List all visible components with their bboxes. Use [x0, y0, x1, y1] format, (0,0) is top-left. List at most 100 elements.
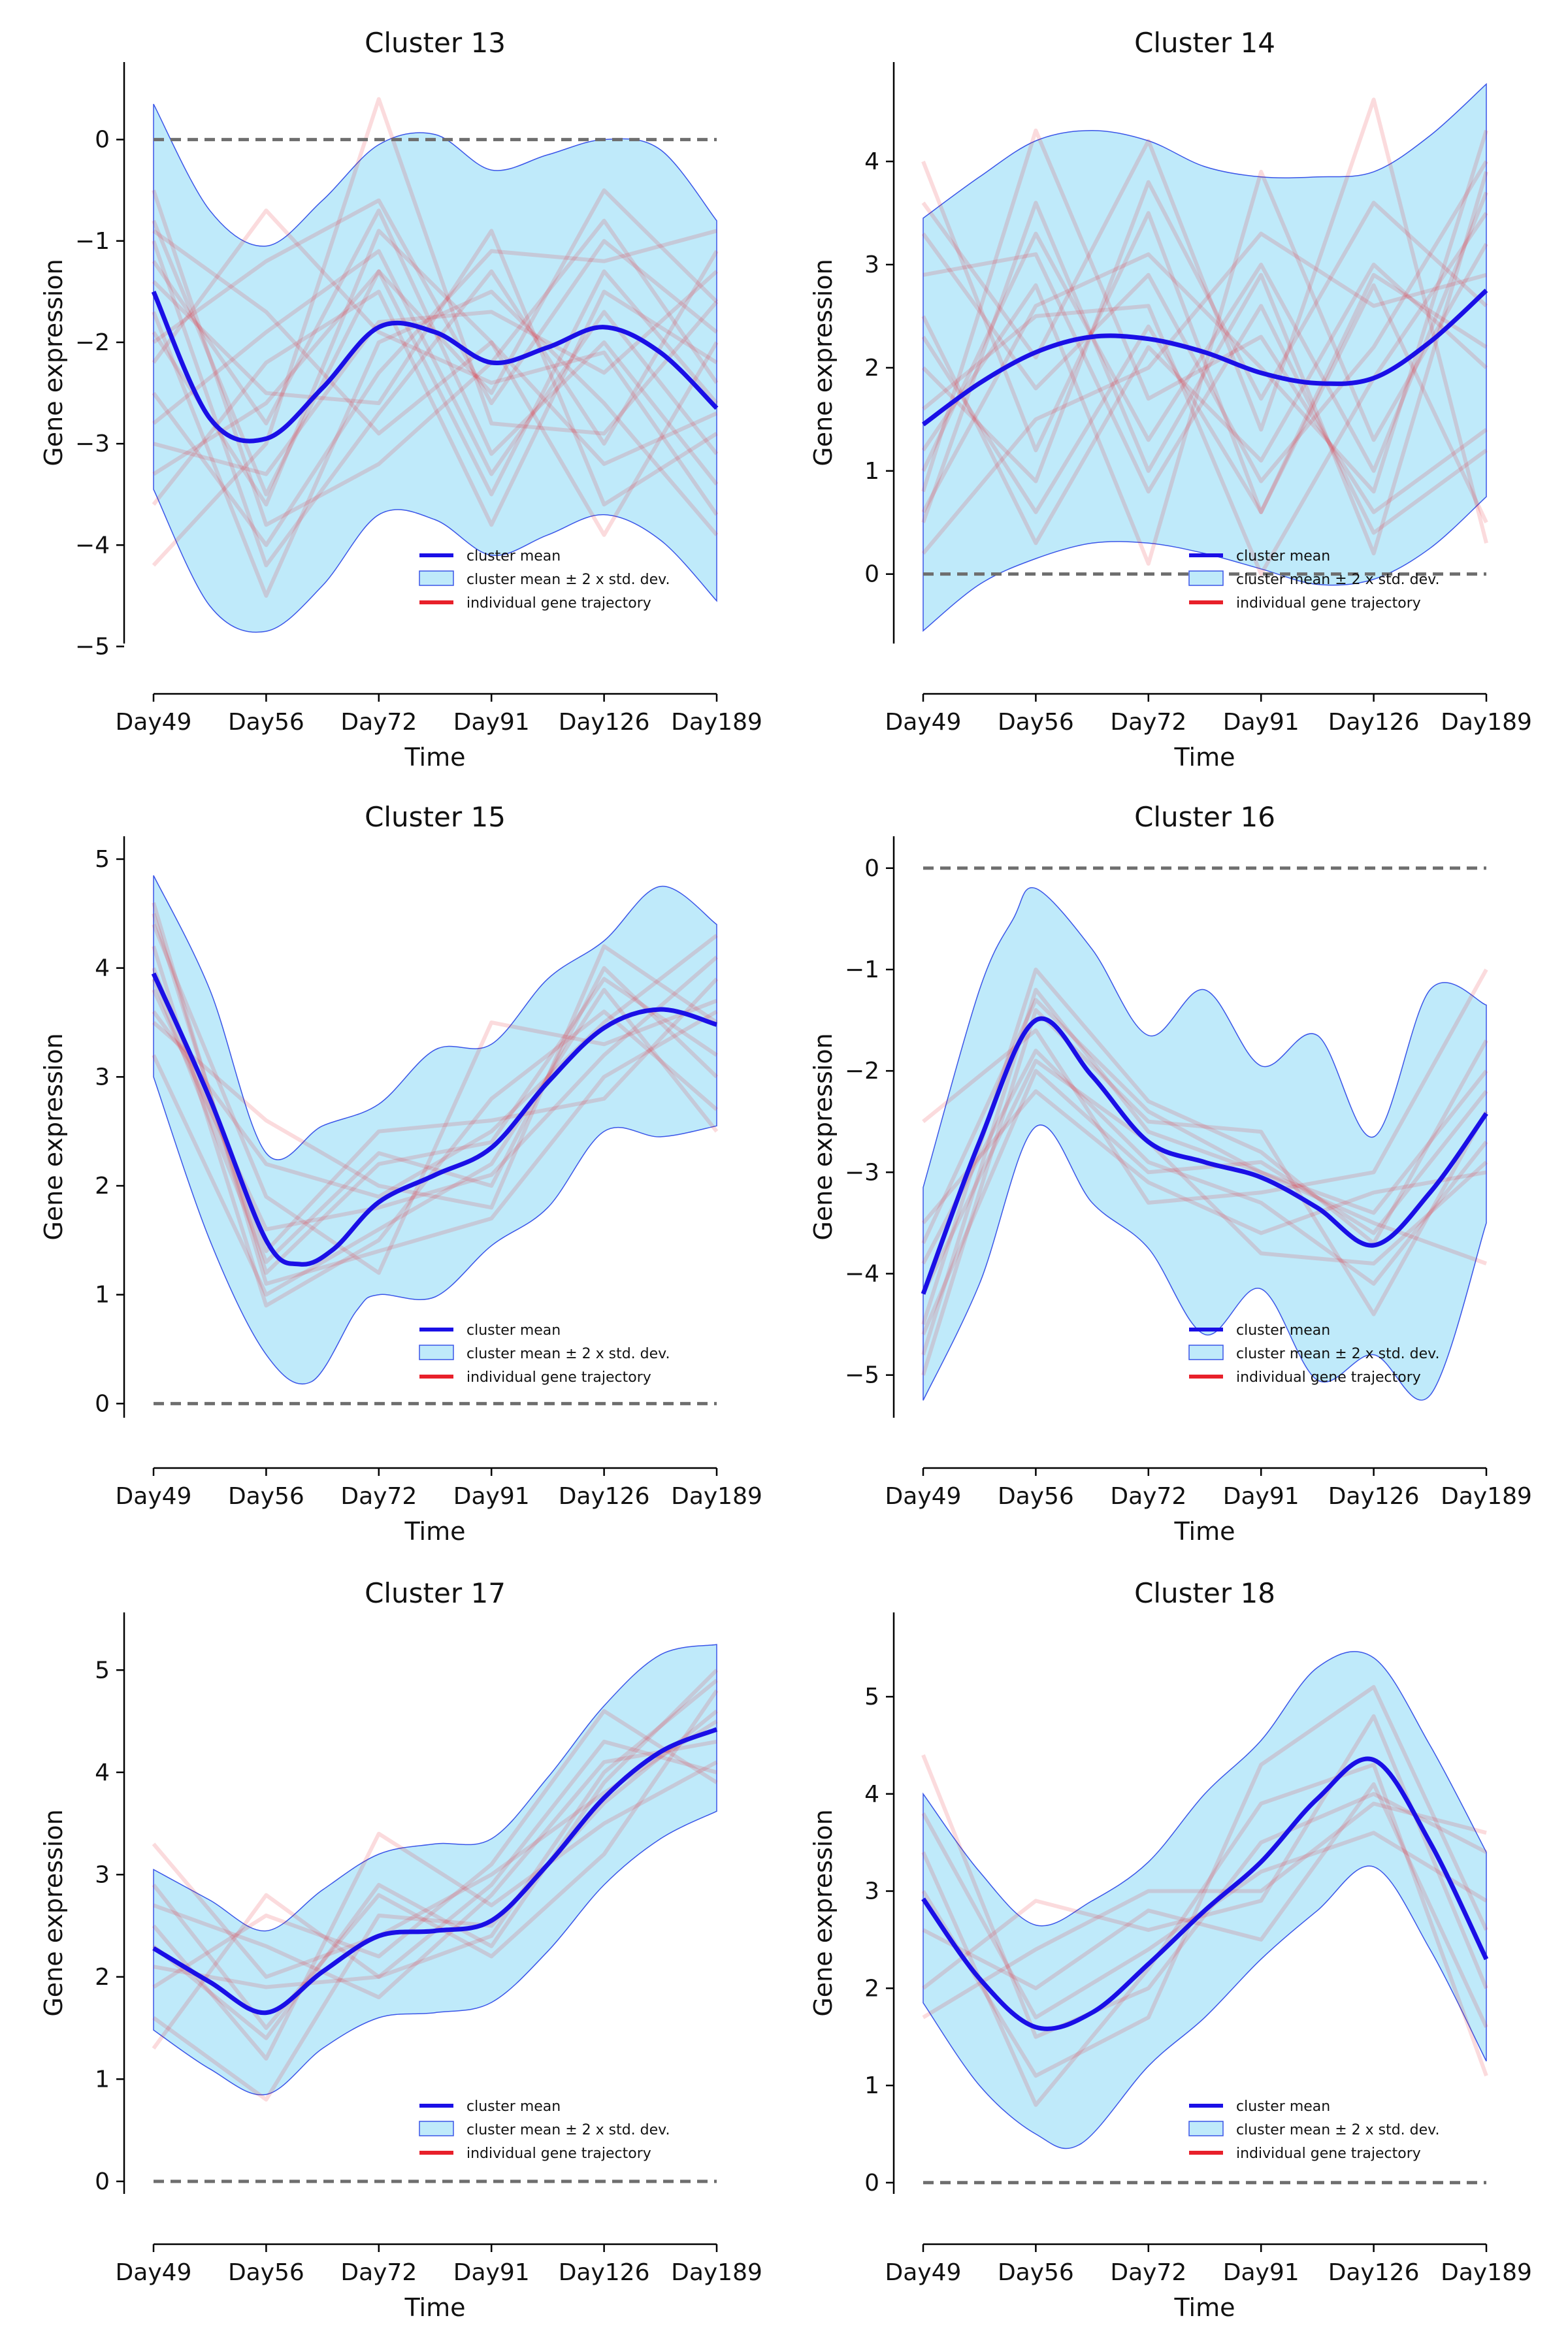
- gene-trajectory: [152, 913, 718, 1275]
- x-axis-label: Time: [1174, 743, 1235, 772]
- gene-trajectory: [921, 161, 1488, 523]
- x-tick-label: Day49: [116, 1483, 192, 1510]
- gene-trajectory: [152, 229, 718, 507]
- gene-trajectory: [921, 968, 1488, 1326]
- y-tick-label: 3: [95, 1064, 110, 1090]
- x-tick-label: Day189: [671, 1483, 762, 1510]
- gene-trajectory: [921, 1069, 1488, 1335]
- chart-title: Cluster 14: [1134, 27, 1275, 59]
- gene-trajectory: [152, 249, 719, 476]
- x-tick-label: Day189: [1441, 2259, 1532, 2286]
- y-tick-label: 5: [864, 1684, 879, 1710]
- y-axis-label: Gene expression: [39, 1033, 68, 1240]
- legend: cluster mean cluster mean ± 2 x std. dev.…: [1188, 2099, 1439, 2162]
- gene-trajectory: [152, 1760, 718, 2061]
- x-tick-label: Day56: [228, 1483, 304, 1510]
- x-tick-label: Day189: [1441, 1483, 1532, 1510]
- y-axis-label: Gene expression: [809, 1809, 838, 2016]
- gene-trajectory: [152, 934, 718, 1199]
- gene-trajectory: [152, 923, 718, 1275]
- gene-trajectory: [152, 955, 718, 1232]
- cluster-mean-line: [921, 1756, 1489, 2031]
- legend-band-swatch: [419, 2121, 454, 2136]
- x-tick-label: Day126: [1328, 1483, 1420, 1510]
- x-axis-label: Time: [1174, 2293, 1235, 2322]
- gene-trajectory: [153, 270, 719, 476]
- gene-trajectory: [152, 240, 719, 568]
- gene-trajectory: [152, 189, 719, 527]
- y-tick-label: −5: [845, 1362, 879, 1389]
- chart-panel-2: 0 1 2 3 4 Day49 Day56 Day72 Day91 Day126 Day189 Clu…: [809, 27, 1532, 772]
- gene-trajectory: [152, 198, 718, 406]
- legend-band-swatch: [419, 570, 454, 586]
- x-tick-label: Day189: [1441, 709, 1532, 736]
- x-tick-label: Day49: [116, 2259, 192, 2286]
- gene-trajectory: [921, 1763, 1488, 2107]
- gene-trajectory: [921, 231, 1487, 555]
- gene-trajectory: [152, 1669, 719, 2040]
- gene-trajectory: [921, 97, 1488, 544]
- y-tick-label: 2: [95, 1964, 110, 1991]
- x-tick-label: Day56: [228, 2259, 304, 2286]
- gene-trajectory: [152, 289, 719, 598]
- x-tick-label: Day49: [885, 2259, 962, 2286]
- legend-gene-label: individual gene trajectory: [1236, 595, 1421, 612]
- y-axis-label: Gene expression: [39, 259, 68, 466]
- legend: cluster mean cluster mean ± 2 x std. dev.…: [419, 548, 670, 612]
- gene-trajectory: [152, 289, 718, 527]
- x-tick-label: Day91: [1223, 1483, 1299, 1510]
- x-tick-label: Day91: [453, 2259, 530, 2286]
- chart-panel-6: 0 1 2 3 4 5 Day49 Day56 Day72 Day91 Day126 Day189 Cl…: [809, 1577, 1532, 2322]
- chart-title: Cluster 13: [365, 27, 506, 59]
- y-tick-label: 1: [95, 2066, 110, 2093]
- chart-title: Cluster 15: [365, 801, 506, 833]
- std-band: [923, 1651, 1487, 2149]
- std-band: [153, 103, 717, 633]
- gene-trajectory: [921, 128, 1488, 514]
- gene-trajectory: [921, 1049, 1488, 1286]
- gene-trajectory: [921, 998, 1488, 1266]
- chart-panel-3: 0 1 2 3 4 5 Day49 Day56 Day72 Day91 Day126 Day189 Cl…: [39, 801, 762, 1546]
- x-tick-label: Day126: [1328, 709, 1420, 736]
- legend-band-label: cluster mean ± 2 x std. dev.: [1236, 1346, 1439, 1362]
- legend: cluster mean cluster mean ± 2 x std. dev.…: [419, 2099, 670, 2162]
- x-tick-label: Day91: [1223, 2259, 1299, 2286]
- y-tick-label: 4: [864, 1781, 879, 1808]
- legend-gene-label: individual gene trajectory: [466, 595, 651, 612]
- gene-trajectory: [921, 171, 1488, 556]
- gene-trajectory: [152, 229, 718, 466]
- x-tick-label: Day49: [885, 709, 962, 736]
- legend-band-label: cluster mean ± 2 x std. dev.: [466, 2122, 670, 2138]
- x-tick-label: Day49: [885, 1483, 962, 1510]
- cluster-mean-line: [921, 1016, 1488, 1295]
- std-band: [923, 887, 1487, 1401]
- chart-panel-4: 0 −1 −2 −3 −4 −5 Day49 Day56 Day72 Day91 Day126 Day…: [809, 801, 1532, 1546]
- y-tick-label: −3: [845, 1159, 879, 1186]
- y-tick-label: 5: [95, 1657, 110, 1684]
- legend-gene-label: individual gene trajectory: [1236, 2146, 1421, 2162]
- x-tick-label: Day72: [340, 2259, 417, 2286]
- x-axis-label: Time: [1174, 1517, 1235, 1546]
- x-tick-label: Day91: [453, 709, 530, 736]
- cluster-mean-line: [921, 288, 1488, 427]
- y-tick-label: 2: [95, 1173, 110, 1200]
- gene-trajectory: [152, 229, 719, 537]
- chart-panel-1: 0 −1 −2 −3 −4 −5 Day49 Day56 Day72 Day91 Day126 Day…: [39, 27, 762, 772]
- gene-trajectory: [152, 966, 719, 1264]
- gene-trajectory: [152, 1709, 718, 2102]
- gene-trajectory: [152, 944, 718, 1210]
- legend-band-label: cluster mean ± 2 x std. dev.: [466, 572, 670, 588]
- y-tick-label: 1: [864, 458, 879, 485]
- legend-gene-label: individual gene trajectory: [1236, 1369, 1421, 1386]
- y-tick-label: 3: [864, 252, 879, 278]
- std-band: [153, 875, 717, 1385]
- legend-band-swatch: [1188, 2121, 1224, 2136]
- legend-gene-label: individual gene trajectory: [466, 1369, 651, 1386]
- cluster-mean-line: [151, 972, 718, 1267]
- legend-band-label: cluster mean ± 2 x std. dev.: [1236, 572, 1439, 588]
- legend: cluster mean cluster mean ± 2 x std. dev.…: [1188, 548, 1439, 612]
- gene-trajectory: [152, 1678, 718, 2050]
- y-tick-label: 4: [864, 148, 879, 175]
- gene-trajectory: [921, 1008, 1488, 1376]
- gene-trajectory: [152, 902, 718, 1286]
